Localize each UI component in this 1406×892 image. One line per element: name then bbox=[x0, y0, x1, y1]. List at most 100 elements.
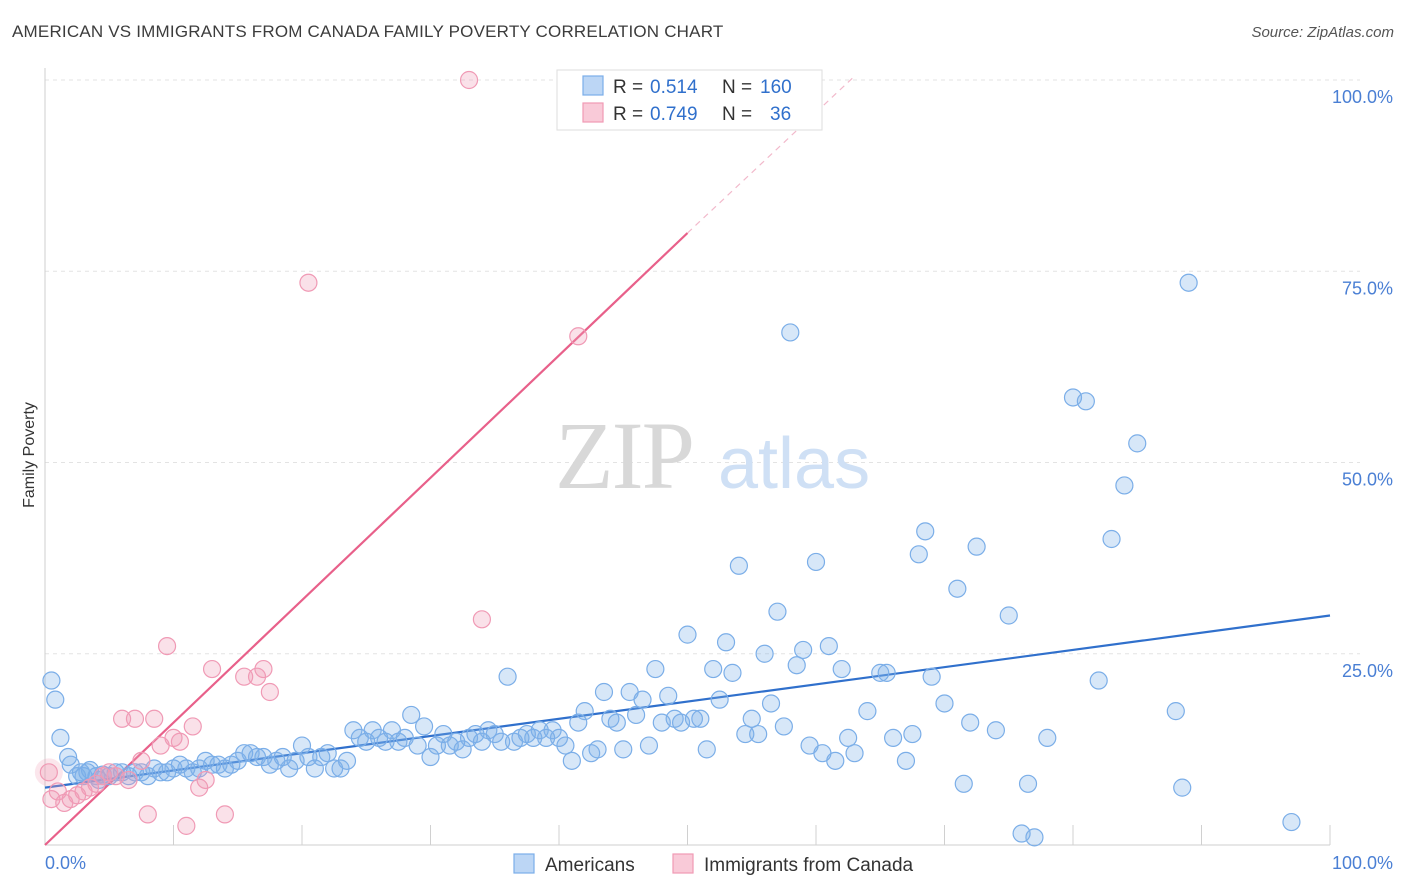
point-americans-118 bbox=[774, 717, 793, 736]
point-americans-47 bbox=[318, 744, 337, 763]
axes bbox=[44, 68, 1331, 846]
point-canada-27 bbox=[215, 805, 234, 824]
point-canada-cluster-halo bbox=[34, 758, 63, 787]
point-canada-22 bbox=[177, 816, 196, 835]
point-americans-100 bbox=[659, 686, 678, 705]
point-americans-144 bbox=[986, 721, 1006, 740]
point-americans-131 bbox=[871, 663, 890, 682]
point-americans-138 bbox=[922, 667, 941, 686]
trend-line-extension-1 bbox=[687, 75, 855, 234]
point-americans-128 bbox=[839, 728, 858, 748]
point-americans-115 bbox=[755, 644, 774, 663]
series-legend: Americans Immigrants from Canada bbox=[513, 853, 914, 876]
point-americans-119 bbox=[781, 323, 800, 342]
y-axis-label: Family Poverty bbox=[21, 402, 38, 508]
legend-r-label-1: R = bbox=[613, 77, 643, 98]
point-americans-125 bbox=[819, 636, 838, 656]
y-tick-label-2: 75.0% bbox=[1342, 278, 1393, 298]
bottom-legend-swatch-canada bbox=[672, 853, 694, 874]
point-americans-85 bbox=[562, 751, 581, 770]
point-americans-147 bbox=[1018, 774, 1038, 793]
point-americans-135 bbox=[903, 724, 922, 744]
point-americans-139 bbox=[935, 694, 954, 713]
point-americans-62 bbox=[414, 717, 434, 736]
point-americans-114 bbox=[749, 724, 768, 744]
bottom-legend-label-americans: Americans bbox=[545, 855, 635, 876]
trend-line-0 bbox=[44, 614, 1331, 789]
point-americans-121 bbox=[794, 640, 813, 660]
point-americans-130 bbox=[858, 702, 877, 721]
point-americans-145 bbox=[999, 606, 1018, 625]
point-canada-0 bbox=[39, 763, 58, 782]
point-americans-60 bbox=[402, 705, 421, 725]
point-americans-126 bbox=[826, 751, 845, 770]
point-americans-157 bbox=[1173, 778, 1192, 797]
watermark-atlas: atlas bbox=[718, 424, 870, 504]
point-americans-137 bbox=[916, 522, 935, 541]
point-americans-92 bbox=[607, 713, 626, 732]
point-americans-104 bbox=[684, 709, 704, 728]
point-americans-136 bbox=[909, 545, 928, 564]
point-americans-127 bbox=[832, 659, 851, 679]
point-americans-129 bbox=[845, 744, 864, 763]
point-americans-155 bbox=[1128, 434, 1147, 453]
point-americans-64 bbox=[427, 736, 447, 755]
point-americans-0 bbox=[42, 671, 61, 690]
point-americans-117 bbox=[768, 602, 787, 621]
legend-n-value-canada: 36 bbox=[770, 104, 791, 125]
point-americans-4 bbox=[61, 755, 80, 774]
point-americans-90 bbox=[594, 682, 614, 702]
point-americans-43 bbox=[292, 736, 312, 755]
point-americans-110 bbox=[723, 663, 742, 682]
point-americans-158 bbox=[1179, 273, 1198, 292]
y-tick-label-0: 25.0% bbox=[1342, 661, 1393, 681]
point-canada-13 bbox=[119, 770, 138, 790]
point-americans-1 bbox=[46, 690, 65, 709]
point-americans-153 bbox=[1102, 529, 1121, 549]
point-americans-112 bbox=[736, 724, 755, 744]
point-canada-35 bbox=[569, 327, 588, 346]
point-canada-23 bbox=[183, 717, 202, 736]
legend-n-label-2: N = bbox=[722, 104, 752, 125]
y-tick-label-1: 50.0% bbox=[1342, 470, 1393, 490]
point-americans-123 bbox=[806, 552, 826, 572]
point-americans-61 bbox=[408, 736, 427, 755]
point-canada-19 bbox=[157, 636, 177, 656]
point-americans-159 bbox=[1282, 812, 1301, 832]
point-canada-28 bbox=[235, 667, 254, 686]
point-americans-148 bbox=[1025, 828, 1044, 847]
y-tick-label-3: 100.0% bbox=[1332, 87, 1393, 107]
x-tick-label-1: 100.0% bbox=[1332, 853, 1393, 873]
point-americans-152 bbox=[1089, 671, 1108, 690]
point-americans-86 bbox=[569, 713, 588, 732]
point-americans-98 bbox=[646, 659, 665, 679]
point-americans-97 bbox=[639, 736, 659, 755]
point-americans-89 bbox=[588, 740, 607, 759]
point-americans-133 bbox=[883, 728, 903, 748]
point-americans-45 bbox=[305, 759, 324, 778]
watermark: ZIP atlas bbox=[555, 402, 870, 509]
point-americans-154 bbox=[1115, 476, 1134, 495]
point-americans-2 bbox=[51, 728, 70, 748]
point-americans-109 bbox=[716, 633, 736, 652]
point-americans-142 bbox=[961, 713, 980, 732]
point-americans-75 bbox=[498, 667, 517, 686]
point-americans-134 bbox=[896, 751, 916, 770]
point-americans-149 bbox=[1038, 728, 1057, 748]
point-americans-74 bbox=[492, 732, 511, 751]
point-americans-56 bbox=[376, 732, 395, 751]
point-americans-93 bbox=[614, 740, 633, 759]
point-canada-17 bbox=[145, 709, 164, 728]
point-americans-68 bbox=[453, 740, 472, 759]
point-canada-34 bbox=[472, 610, 491, 629]
point-americans-96 bbox=[633, 690, 652, 709]
legend-swatch-canada bbox=[582, 102, 604, 123]
bottom-legend-swatch-americans bbox=[513, 853, 535, 874]
point-americans-105 bbox=[691, 709, 710, 728]
point-americans-63 bbox=[421, 747, 440, 767]
point-americans-116 bbox=[761, 694, 781, 713]
point-americans-113 bbox=[742, 709, 761, 728]
point-americans-84 bbox=[556, 736, 575, 755]
point-canada-12 bbox=[112, 709, 132, 728]
point-canada-33 bbox=[459, 70, 479, 90]
